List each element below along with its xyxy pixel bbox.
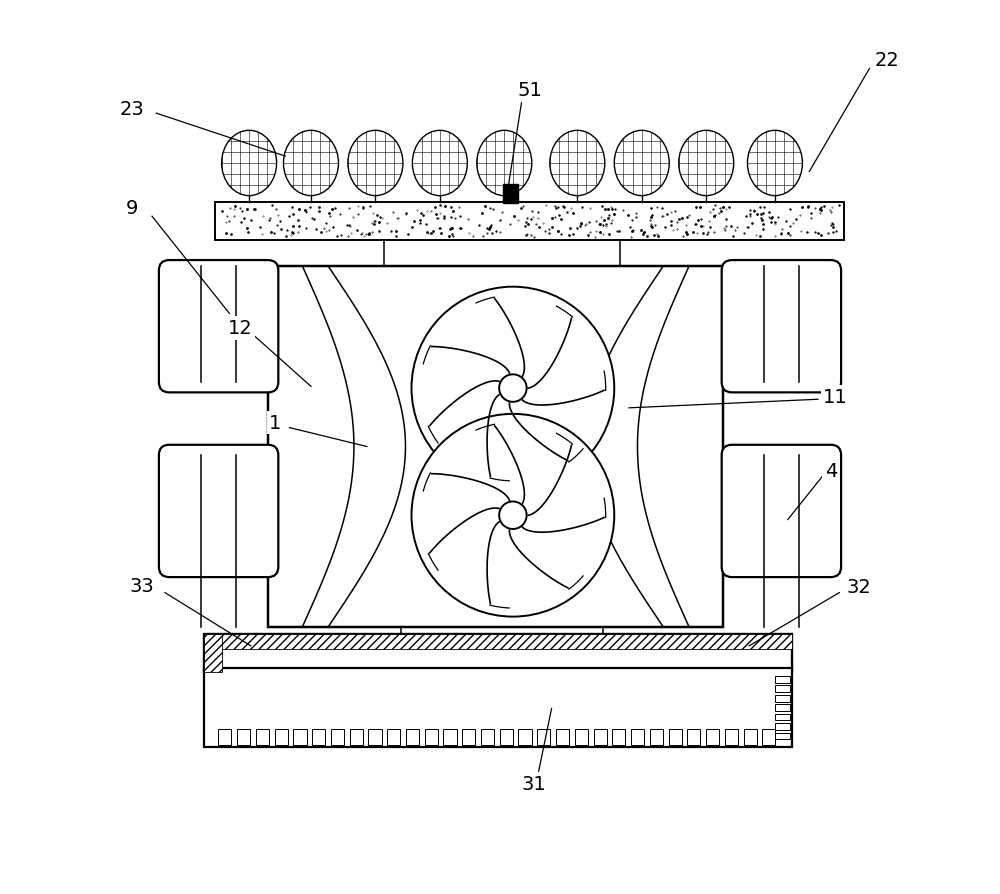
Bar xyxy=(500,730,513,745)
Ellipse shape xyxy=(348,131,403,197)
FancyBboxPatch shape xyxy=(722,261,841,393)
Text: 23: 23 xyxy=(120,100,145,119)
Bar xyxy=(650,730,663,745)
Bar xyxy=(725,730,738,745)
Bar xyxy=(425,730,438,745)
Bar xyxy=(594,730,607,745)
Ellipse shape xyxy=(614,131,669,197)
Circle shape xyxy=(499,375,527,402)
Bar xyxy=(218,730,231,745)
Text: 9: 9 xyxy=(126,199,138,218)
Text: 31: 31 xyxy=(522,774,547,793)
Bar xyxy=(312,730,325,745)
Text: 11: 11 xyxy=(823,388,847,407)
Bar xyxy=(481,730,494,745)
Circle shape xyxy=(499,502,527,529)
Bar xyxy=(612,730,625,745)
Ellipse shape xyxy=(550,131,605,197)
Bar xyxy=(204,669,792,747)
Bar xyxy=(575,730,588,745)
Bar xyxy=(775,733,790,739)
Ellipse shape xyxy=(222,131,277,197)
Text: 1: 1 xyxy=(269,414,281,433)
Bar xyxy=(350,730,363,745)
Text: 22: 22 xyxy=(874,51,899,71)
Text: 4: 4 xyxy=(825,461,837,480)
Bar xyxy=(237,730,250,745)
Bar xyxy=(775,704,790,712)
Text: 32: 32 xyxy=(847,578,872,596)
Bar xyxy=(462,730,475,745)
Bar xyxy=(775,676,790,683)
Bar xyxy=(215,202,844,241)
Bar xyxy=(518,730,532,745)
Circle shape xyxy=(412,287,614,490)
Bar xyxy=(687,730,700,745)
Text: 33: 33 xyxy=(129,577,154,595)
Bar xyxy=(275,730,288,745)
Bar xyxy=(443,730,457,745)
Bar xyxy=(775,723,790,730)
Bar xyxy=(293,730,307,745)
FancyBboxPatch shape xyxy=(159,261,278,393)
Bar xyxy=(775,695,790,702)
Circle shape xyxy=(412,415,614,617)
Bar xyxy=(368,730,382,745)
Ellipse shape xyxy=(412,131,467,197)
Bar xyxy=(204,634,792,672)
Bar xyxy=(706,730,719,745)
Ellipse shape xyxy=(477,131,532,197)
Text: 51: 51 xyxy=(518,81,543,100)
FancyBboxPatch shape xyxy=(159,445,278,578)
Bar xyxy=(331,730,344,745)
Bar xyxy=(268,266,723,628)
Bar xyxy=(256,730,269,745)
Bar xyxy=(775,686,790,692)
Bar xyxy=(744,730,757,745)
FancyBboxPatch shape xyxy=(722,445,841,578)
Bar xyxy=(204,634,792,650)
Bar xyxy=(762,730,775,745)
Bar xyxy=(669,730,682,745)
Bar xyxy=(631,730,644,745)
Ellipse shape xyxy=(747,131,802,197)
Ellipse shape xyxy=(679,131,734,197)
Bar xyxy=(556,730,569,745)
Bar xyxy=(387,730,400,745)
Bar xyxy=(537,730,550,745)
Text: 12: 12 xyxy=(228,319,253,338)
Bar xyxy=(406,730,419,745)
Ellipse shape xyxy=(283,131,338,197)
Bar xyxy=(775,714,790,721)
Bar xyxy=(204,634,222,672)
Bar xyxy=(503,185,518,204)
